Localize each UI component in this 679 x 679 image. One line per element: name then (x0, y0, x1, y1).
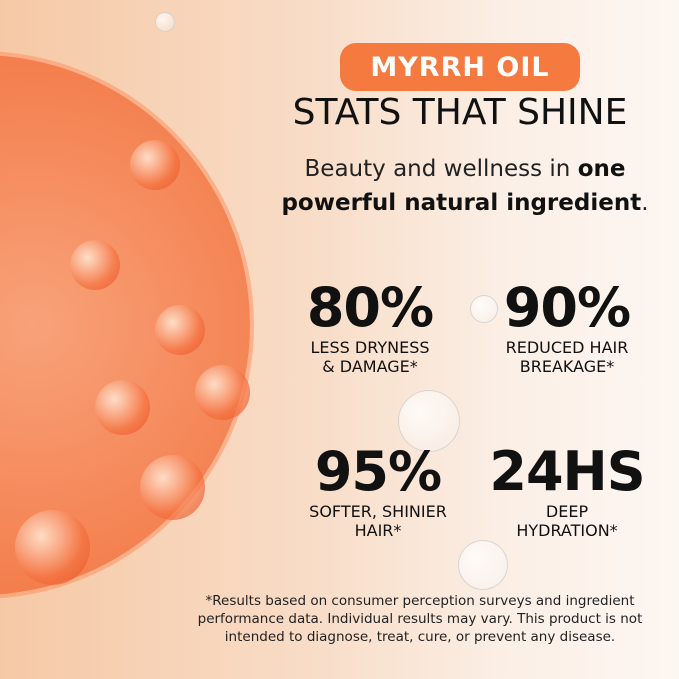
stat-value: 95% (314, 440, 442, 503)
disclaimer: *Results based on consumer perception su… (197, 593, 643, 645)
bubble (95, 380, 150, 435)
bubble (195, 365, 250, 420)
subtitle: Beauty and wellness in one powerful natu… (250, 152, 679, 220)
stat-breakage: 90% REDUCED HAIR BREAKAGE* (467, 276, 667, 377)
bubble (155, 305, 205, 355)
subtitle-text: Beauty and wellness in (304, 156, 578, 182)
bubble (458, 540, 508, 590)
ingredient-badge: MYRRH OIL (340, 43, 580, 91)
bubble (130, 140, 180, 190)
bubble (140, 455, 205, 520)
stat-label: HAIR* (354, 521, 402, 540)
stat-label: DEEP (545, 502, 589, 521)
stat-hydration: 24HS DEEP HYDRATION* (467, 440, 667, 541)
stat-value: 24HS (489, 440, 645, 503)
stat-label: LESS DRYNESS (310, 338, 430, 357)
stat-label: SOFTER, SHINIER (309, 502, 447, 521)
stat-label: REDUCED HAIR (505, 338, 629, 357)
subtitle-end: . (641, 190, 649, 216)
stat-dryness: 80% LESS DRYNESS & DAMAGE* (270, 276, 470, 377)
headline: STATS THAT SHINE (292, 92, 628, 133)
bubble (15, 510, 90, 585)
stat-value: 80% (306, 276, 434, 339)
stat-label: HYDRATION* (516, 521, 618, 540)
stat-label: & DAMAGE* (322, 357, 418, 376)
stat-label: BREAKAGE* (519, 357, 615, 376)
stat-softer: 95% SOFTER, SHINIER HAIR* (278, 440, 478, 541)
bubble (70, 240, 120, 290)
bubble (470, 295, 498, 323)
stat-value: 90% (503, 276, 631, 339)
bubble (155, 12, 175, 32)
bubble (398, 390, 460, 452)
subtitle-bold: one powerful natural ingredient (281, 156, 642, 216)
